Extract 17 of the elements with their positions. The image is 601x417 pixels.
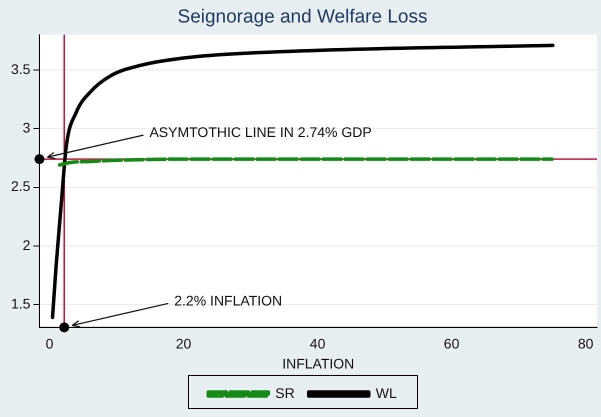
annotation: 2.2% INFLATION [174,292,282,308]
x-tick-label: 80 [578,336,594,352]
y-tick-label: 2 [22,236,31,253]
x-axis-title: INFLATION [282,355,354,372]
y-tick-label: 3 [22,119,31,136]
x-tick-label: 60 [444,336,460,352]
x-tick-label: 40 [310,336,326,352]
legend-label: WL [376,384,397,401]
y-tick-label: 1.5 [10,295,31,312]
chart-title: Seignorage and Welfare Loss [178,6,428,28]
x-tick-label: 20 [176,336,192,352]
line-series [50,44,555,320]
annotation: ASYMTOTHIC LINE IN 2.74% GDP [149,124,372,140]
y-tick-label: 3.5 [10,60,31,77]
y-tick-label: 2.5 [10,178,31,194]
legend-label: SR [275,384,295,401]
x-tick-label: 0 [46,336,54,352]
